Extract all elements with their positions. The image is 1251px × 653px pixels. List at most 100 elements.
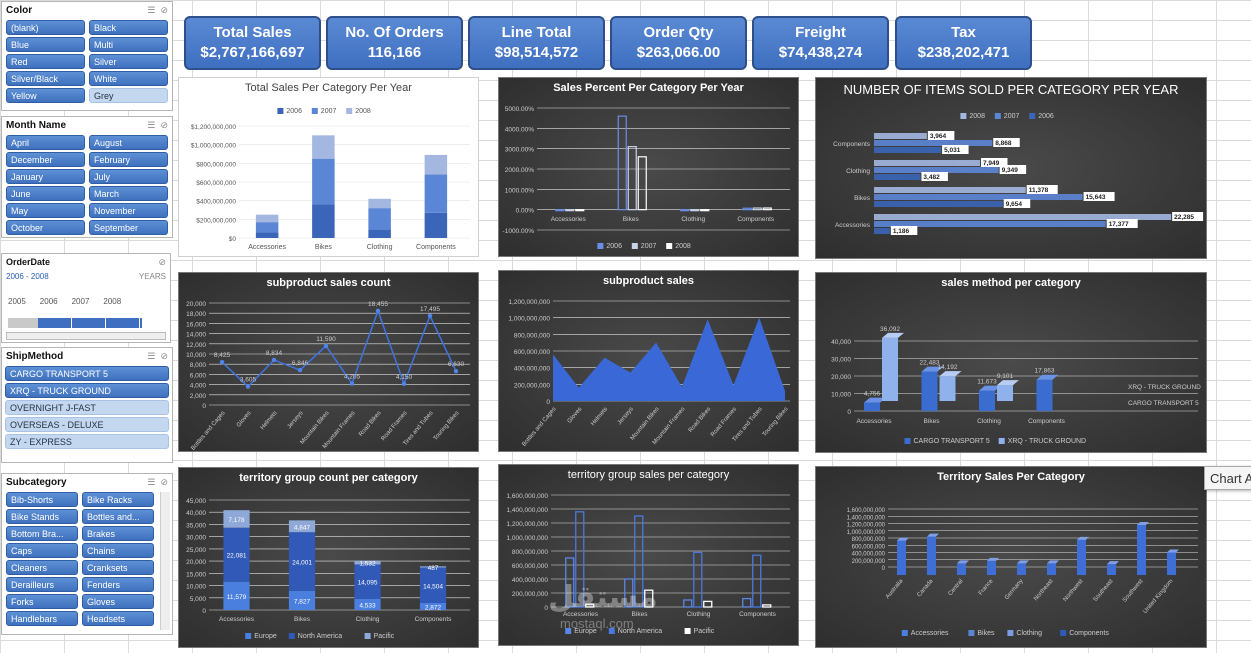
slicer-item[interactable]: CARGO TRANSPORT 5 (5, 366, 169, 381)
bar-segment (288, 532, 316, 591)
legend-swatch (631, 243, 638, 249)
timeline-selected[interactable] (38, 318, 142, 328)
clear-filter-icon[interactable]: ⊘ (160, 476, 168, 487)
slicer-item[interactable]: Black (89, 20, 168, 35)
y-tick-label: 10,000 (186, 352, 206, 359)
data-label: 22,285 (1174, 214, 1194, 221)
slicer-scrollbar[interactable] (160, 492, 170, 630)
x-tick-label: Helmets (590, 406, 609, 427)
data-label-box (1172, 212, 1204, 221)
slicer-item[interactable]: Bottom Bra... (6, 526, 78, 541)
bar (637, 156, 647, 211)
slicer-item[interactable]: Bike Stands (6, 509, 78, 524)
slicer-item[interactable]: (blank) (6, 20, 85, 35)
slicer-item[interactable]: January (6, 169, 85, 184)
slicer-item[interactable]: Handlebars (6, 611, 78, 626)
clear-filter-icon[interactable]: ⊘ (158, 256, 166, 267)
y-tick-label: 1000.00% (505, 187, 534, 194)
bar-segment (288, 590, 316, 610)
x-tick-label: Central (948, 578, 965, 597)
clear-filter-icon[interactable]: ⊘ (160, 4, 168, 15)
total-sales-per-category-chart[interactable]: Total Sales Per Category Per Year $0 $200,… (178, 77, 479, 257)
slicer-item[interactable]: August (89, 135, 168, 150)
data-label: 24,001 (292, 560, 312, 567)
slicer-item[interactable]: October (6, 220, 85, 235)
items-sold-chart[interactable]: NUMBER OF ITEMS SOLD PER CATEGORY PER YE… (815, 77, 1207, 259)
subproduct-sales-count-chart[interactable]: subproduct sales count 0 2,000 4,000 6,000 8,… (178, 272, 479, 452)
kpi-card: Line Total $98,514,572 (468, 16, 605, 70)
timeline-unit-dropdown[interactable]: YEARS (138, 272, 166, 281)
bar (680, 209, 690, 212)
bar-segment (424, 154, 448, 175)
timeline-unselected[interactable] (8, 318, 38, 328)
x-tick-label: Clothing (356, 616, 380, 623)
territory-sales-chart[interactable]: Territory Sales Per Category 0 200,000,000… (815, 466, 1207, 648)
slicer-item[interactable]: Brakes (82, 526, 154, 541)
slicer-item[interactable]: Yellow (6, 88, 85, 103)
slicer-item[interactable]: May (6, 203, 85, 218)
clear-filter-icon[interactable]: ⊘ (160, 119, 168, 130)
bar (927, 536, 936, 575)
slicer-item[interactable]: June (6, 186, 85, 201)
slicer-item[interactable]: Cleaners (6, 560, 78, 575)
sales-method-chart[interactable]: sales method per category 0 10,000 20,000 30… (815, 272, 1207, 453)
multi-select-icon[interactable]: ☰ (147, 476, 156, 487)
multi-select-icon[interactable]: ☰ (147, 4, 156, 15)
y-tick-label: 2,000 (190, 393, 207, 400)
slicer-item[interactable]: Chains (82, 543, 154, 558)
slicer-item[interactable]: White (89, 71, 168, 86)
data-label: 11,590 (316, 336, 336, 343)
bar (864, 402, 880, 411)
y-tick-label: 6,000 (190, 372, 207, 379)
slicer-item[interactable]: Bike Racks (82, 492, 154, 507)
timeline-scrollbar[interactable] (6, 332, 166, 340)
slicer-item[interactable]: Multi (89, 37, 168, 52)
slicer-item[interactable]: March (89, 186, 168, 201)
slicer-item[interactable]: OVERNIGHT J-FAST (5, 400, 169, 415)
slicer-item[interactable]: Forks (6, 594, 78, 609)
slicer-item[interactable]: Gloves (82, 594, 154, 609)
territory-group-count-chart[interactable]: territory group count per category 0 5,000… (178, 467, 479, 648)
bar-segment (424, 174, 448, 213)
slicer-item[interactable]: Red (6, 54, 85, 69)
slicer-item[interactable]: December (6, 152, 85, 167)
slicer-item[interactable]: Silver/Black (6, 71, 85, 86)
slicer-item[interactable]: February (89, 152, 168, 167)
slicer-item[interactable]: November (89, 203, 168, 218)
slicer-item[interactable]: Headsets (82, 611, 154, 626)
x-tick-label: Gloves (567, 406, 584, 424)
slicer-item[interactable]: Cranksets (82, 560, 154, 575)
multi-select-icon[interactable]: ☰ (147, 350, 156, 361)
territory-group-sales-chart[interactable]: territory group sales per category 0 200,0… (498, 464, 799, 646)
legend-swatch (1060, 630, 1067, 636)
slicer-item[interactable]: April (6, 135, 85, 150)
subproduct-sales-chart[interactable]: subproduct sales 0 200,000,000 400,000,000 6… (498, 270, 799, 452)
slicer-item[interactable]: Blue (6, 37, 85, 52)
multi-select-icon[interactable]: ☰ (147, 119, 156, 130)
y-tick-label: 1,000,000,000 (506, 535, 548, 542)
slicer-item[interactable]: Bottles and... (82, 509, 154, 524)
slicer-item[interactable]: Grey (89, 88, 168, 103)
chart-title: subproduct sales (602, 275, 695, 287)
slicer-item[interactable]: July (89, 169, 168, 184)
slicer-item[interactable]: Derailleurs (6, 577, 78, 592)
slicer-item[interactable]: September (89, 220, 168, 235)
bar-top (1047, 560, 1059, 564)
slicer-item[interactable]: Fenders (82, 577, 154, 592)
kpi-card: No. Of Orders 116,166 (326, 16, 463, 70)
legend-label: 2006 (1038, 113, 1054, 120)
y-tick-label: 600,000,000 (514, 349, 551, 356)
slicer-item[interactable]: Bib-Shorts (6, 492, 78, 507)
slicer-item[interactable]: XRQ - TRUCK GROUND (5, 383, 169, 398)
y-tick-label: 400,000,000 (512, 577, 549, 584)
slicer-item[interactable]: OVERSEAS - DELUXE (5, 417, 169, 432)
slicer-item[interactable]: Silver (89, 54, 168, 69)
sales-percent-chart[interactable]: Sales Percent Per Category Per Year -1000… (498, 77, 799, 257)
clear-filter-icon[interactable]: ⊘ (160, 350, 168, 361)
slicer-item[interactable]: Caps (6, 543, 78, 558)
slicer-title: Color (6, 4, 33, 16)
bar-top (1167, 549, 1179, 553)
data-label-box (1003, 199, 1031, 208)
slicer-item[interactable]: ZY - EXPRESS (5, 434, 169, 449)
legend-label: Accessories (911, 630, 949, 637)
